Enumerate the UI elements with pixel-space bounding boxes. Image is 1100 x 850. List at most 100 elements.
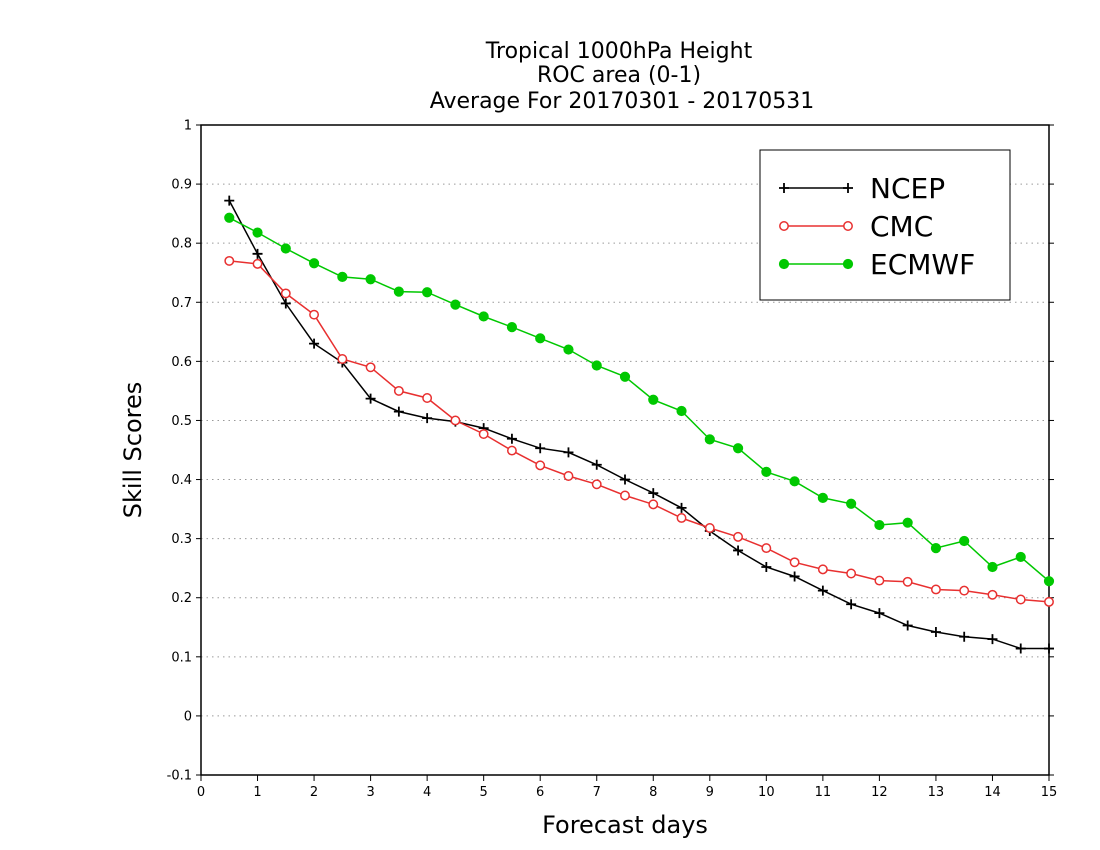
data-point-ncep (535, 443, 546, 454)
data-point-cmc (789, 557, 800, 568)
legend-marker-ecmwf (778, 258, 790, 270)
chart-title-line-3: Average For 20170301 - 20170531 (430, 89, 815, 114)
data-point-ecmwf (930, 542, 942, 554)
data-point-ncep (959, 631, 970, 642)
data-point-ncep (733, 545, 744, 556)
y-axis-title: Skill Scores (119, 382, 147, 519)
data-point-ncep (987, 634, 998, 645)
data-point-cmc (393, 385, 404, 396)
data-point-ecmwf (676, 405, 687, 417)
x-tick-label: 7 (593, 785, 601, 800)
data-point-ecmwf (591, 360, 602, 371)
data-point-cmc (733, 531, 744, 542)
data-point-cmc (450, 415, 461, 426)
x-tick-label: 14 (984, 785, 1001, 800)
legend-marker-ncep (843, 183, 853, 193)
data-point-ncep (365, 393, 376, 404)
data-point-ecmwf (450, 299, 461, 310)
data-point-ecmwf (252, 227, 263, 238)
data-point-cmc (506, 445, 517, 456)
data-point-ncep (846, 599, 857, 610)
legend-item-cmc: CMC (779, 210, 933, 243)
data-point-ecmwf (280, 243, 291, 254)
y-tick-label: 0.7 (171, 296, 192, 311)
legend-box (759, 149, 1011, 301)
y-tick-label: -0.1 (167, 769, 192, 784)
series-cmc-line (229, 260, 1050, 603)
legend-item-ncep: NCEP (779, 172, 945, 205)
x-tick-label: 12 (871, 785, 888, 800)
data-point-ecmwf (308, 258, 320, 269)
data-point-ncep (874, 608, 885, 619)
data-point-ecmwf (224, 212, 235, 223)
legend-marker-cmc (779, 221, 789, 231)
data-point-ecmwf (422, 287, 433, 298)
y-tick-label: 0.1 (171, 650, 192, 665)
x-tick-label: 8 (649, 785, 657, 800)
data-point-ecmwf (393, 286, 404, 297)
data-point-cmc (591, 479, 602, 490)
data-point-ncep (280, 298, 291, 309)
data-point-ecmwf (1015, 551, 1026, 563)
data-point-cmc (704, 523, 715, 533)
data-point-cmc (563, 471, 574, 481)
data-point-cmc (676, 513, 687, 523)
data-point-ncep (1015, 643, 1026, 654)
x-tick-label: 9 (706, 785, 714, 800)
data-point-ncep (393, 406, 404, 417)
data-point-ncep (563, 447, 574, 458)
y-tick-label: 0.5 (171, 414, 192, 429)
data-point-cmc (930, 584, 941, 595)
data-point-ncep (224, 195, 235, 206)
data-point-ecmwf (987, 561, 998, 573)
data-point-ncep (676, 502, 687, 513)
data-point-ncep (817, 585, 828, 596)
legend-marker-ecmwf (842, 258, 854, 270)
y-tick-label: 0.9 (171, 178, 192, 193)
data-point-ecmwf (817, 492, 828, 503)
data-point-ecmwf (789, 476, 800, 487)
y-tick-label: 0.4 (171, 473, 192, 488)
x-tick-label: 0 (197, 785, 205, 800)
data-point-cmc (620, 490, 630, 501)
series-lines (224, 195, 1055, 654)
data-point-ncep (902, 620, 913, 631)
data-point-ecmwf (761, 466, 772, 477)
axis-ticks: -0.100.10.20.30.40.50.60.70.80.910 1 2 3 4 5 6… (167, 119, 1058, 801)
data-point-cmc (1015, 594, 1026, 605)
data-point-cmc (309, 309, 320, 320)
data-point-ecmwf (704, 434, 715, 445)
data-point-cmc (846, 568, 857, 579)
data-point-ncep (648, 488, 659, 499)
data-point-ncep (620, 474, 630, 485)
data-point-cmc (648, 499, 659, 510)
legend-label-ncep: NCEP (870, 172, 945, 205)
legend-marker-cmc (843, 221, 853, 231)
data-point-ecmwf (874, 519, 885, 531)
data-point-cmc (337, 354, 348, 364)
data-point-cmc (1044, 596, 1054, 607)
data-point-ecmwf (902, 517, 913, 528)
data-point-ecmwf (535, 333, 546, 344)
data-point-cmc (874, 575, 885, 586)
data-point-cmc (902, 576, 913, 587)
chart-title-line-1: Tropical 1000hPa Height (485, 39, 753, 64)
data-point-ecmwf (1043, 576, 1055, 587)
y-tick-label: 0 (184, 709, 192, 724)
chart-title: Tropical 1000hPa Height ROC area (0-1) A… (430, 39, 815, 114)
y-tick-label: 0.6 (171, 355, 192, 370)
legend-item-ecmwf: ECMWF (778, 248, 975, 281)
x-tick-label: 11 (815, 785, 832, 800)
data-point-cmc (365, 362, 376, 373)
series-ecmwf (224, 212, 1055, 587)
data-point-cmc (817, 564, 828, 575)
data-point-cmc (224, 255, 235, 266)
legend-label-cmc: CMC (870, 210, 933, 243)
x-tick-label: 5 (480, 785, 488, 800)
data-point-ncep (789, 571, 800, 582)
data-point-ncep (761, 562, 772, 572)
legend-label-ecmwf: ECMWF (870, 248, 975, 281)
data-point-ecmwf (506, 321, 518, 333)
y-tick-label: 1 (184, 119, 192, 134)
data-point-ncep (506, 433, 517, 444)
